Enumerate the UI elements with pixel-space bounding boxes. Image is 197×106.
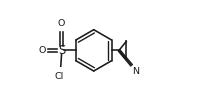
- Text: O: O: [58, 19, 65, 28]
- Text: Cl: Cl: [54, 72, 63, 81]
- Text: O: O: [39, 46, 46, 55]
- Text: S: S: [58, 44, 65, 57]
- Text: N: N: [132, 67, 139, 76]
